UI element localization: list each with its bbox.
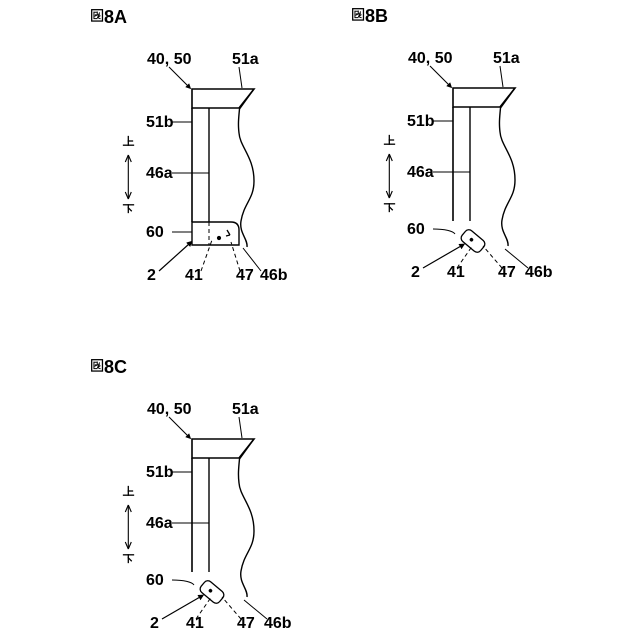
svg-text:60: 60	[146, 224, 164, 241]
svg-text:8B: 8B	[365, 6, 388, 26]
svg-text:40, 50: 40, 50	[147, 51, 192, 68]
svg-text:46a: 46a	[146, 515, 173, 532]
svg-text:46a: 46a	[407, 164, 434, 181]
svg-text:51b: 51b	[146, 114, 174, 131]
svg-text:40, 50: 40, 50	[147, 401, 192, 418]
svg-text:40, 50: 40, 50	[408, 50, 453, 67]
svg-text:41: 41	[186, 615, 204, 632]
svg-text:51a: 51a	[493, 50, 520, 67]
svg-text:51a: 51a	[232, 51, 259, 68]
svg-text:47: 47	[236, 267, 254, 284]
svg-text:51a: 51a	[232, 401, 259, 418]
svg-text:60: 60	[407, 221, 425, 238]
svg-text:2: 2	[411, 264, 420, 281]
svg-text:60: 60	[146, 572, 164, 589]
svg-text:8A: 8A	[104, 7, 127, 27]
svg-text:46b: 46b	[525, 264, 553, 281]
svg-text:8C: 8C	[104, 357, 127, 377]
svg-text:41: 41	[447, 264, 465, 281]
svg-text:41: 41	[185, 267, 203, 284]
svg-text:51b: 51b	[146, 464, 174, 481]
svg-text:46b: 46b	[260, 267, 288, 284]
svg-text:51b: 51b	[407, 113, 435, 130]
svg-text:2: 2	[150, 615, 159, 632]
svg-text:46b: 46b	[264, 615, 292, 632]
svg-text:2: 2	[147, 267, 156, 284]
svg-text:46a: 46a	[146, 165, 173, 182]
